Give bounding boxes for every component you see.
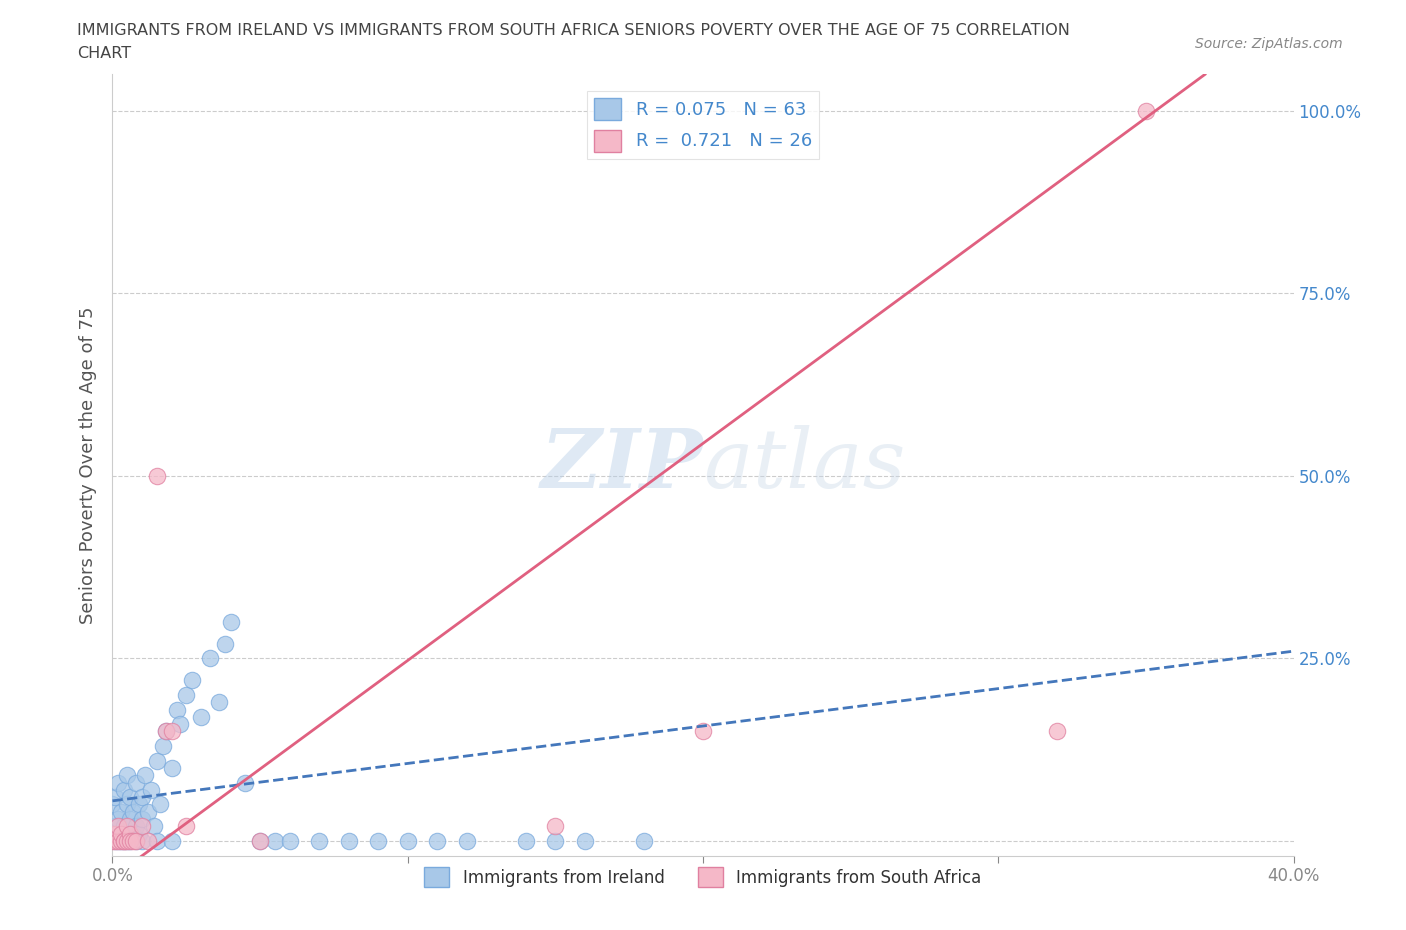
- Point: [112, 833, 135, 848]
- Point: [128, 826, 150, 841]
- Point: [426, 833, 449, 848]
- Point: [131, 790, 153, 804]
- Point: [101, 833, 124, 848]
- Point: [112, 782, 135, 797]
- Point: [104, 819, 127, 834]
- Point: [249, 833, 271, 848]
- Text: atlas: atlas: [703, 425, 905, 505]
- Point: [160, 724, 183, 739]
- Point: [117, 819, 138, 834]
- Point: [131, 812, 153, 827]
- Y-axis label: Seniors Poverty Over the Age of 75: Seniors Poverty Over the Age of 75: [79, 306, 97, 624]
- Point: [456, 833, 478, 848]
- Point: [112, 833, 135, 848]
- Point: [174, 687, 197, 702]
- Point: [117, 797, 138, 812]
- Point: [110, 826, 132, 841]
- Point: [160, 833, 183, 848]
- Point: [120, 833, 142, 848]
- Point: [181, 673, 204, 688]
- Point: [107, 833, 129, 848]
- Point: [120, 833, 142, 848]
- Point: [149, 797, 172, 812]
- Point: [166, 702, 188, 717]
- Point: [692, 724, 714, 739]
- Point: [515, 833, 537, 848]
- Point: [278, 833, 301, 848]
- Point: [146, 833, 169, 848]
- Point: [107, 819, 129, 834]
- Point: [125, 775, 148, 790]
- Point: [219, 615, 242, 630]
- Point: [396, 833, 419, 848]
- Point: [633, 833, 655, 848]
- Point: [125, 833, 148, 848]
- Point: [110, 804, 132, 819]
- Point: [337, 833, 360, 848]
- Point: [208, 695, 231, 710]
- Point: [120, 790, 142, 804]
- Text: CHART: CHART: [77, 46, 131, 61]
- Point: [117, 833, 138, 848]
- Point: [142, 819, 165, 834]
- Point: [214, 636, 236, 651]
- Point: [544, 819, 567, 834]
- Point: [367, 833, 389, 848]
- Point: [1135, 103, 1157, 118]
- Point: [122, 833, 145, 848]
- Point: [107, 812, 129, 827]
- Point: [249, 833, 271, 848]
- Point: [117, 768, 138, 783]
- Point: [574, 833, 596, 848]
- Point: [169, 717, 191, 732]
- Point: [146, 753, 169, 768]
- Point: [125, 833, 148, 848]
- Point: [120, 812, 142, 827]
- Point: [139, 782, 162, 797]
- Point: [104, 833, 127, 848]
- Point: [125, 819, 148, 834]
- Point: [110, 833, 132, 848]
- Point: [110, 833, 132, 848]
- Text: ZIP: ZIP: [540, 425, 703, 505]
- Point: [104, 826, 127, 841]
- Point: [131, 819, 153, 834]
- Point: [136, 804, 159, 819]
- Point: [134, 768, 156, 783]
- Point: [122, 826, 145, 841]
- Point: [122, 804, 145, 819]
- Point: [264, 833, 287, 848]
- Point: [107, 833, 129, 848]
- Point: [146, 469, 169, 484]
- Point: [101, 797, 124, 812]
- Point: [198, 651, 221, 666]
- Point: [174, 819, 197, 834]
- Point: [112, 833, 135, 848]
- Point: [155, 724, 177, 739]
- Point: [120, 826, 142, 841]
- Point: [107, 775, 129, 790]
- Point: [308, 833, 330, 848]
- Point: [128, 797, 150, 812]
- Point: [131, 833, 153, 848]
- Text: Source: ZipAtlas.com: Source: ZipAtlas.com: [1195, 37, 1343, 51]
- Point: [544, 833, 567, 848]
- Point: [190, 710, 212, 724]
- Point: [104, 790, 127, 804]
- Point: [112, 819, 135, 834]
- Point: [152, 738, 174, 753]
- Point: [1046, 724, 1069, 739]
- Point: [117, 833, 138, 848]
- Point: [110, 826, 132, 841]
- Text: IMMIGRANTS FROM IRELAND VS IMMIGRANTS FROM SOUTH AFRICA SENIORS POVERTY OVER THE: IMMIGRANTS FROM IRELAND VS IMMIGRANTS FR…: [77, 23, 1070, 38]
- Point: [160, 761, 183, 776]
- Point: [136, 833, 159, 848]
- Point: [104, 833, 127, 848]
- Legend: Immigrants from Ireland, Immigrants from South Africa: Immigrants from Ireland, Immigrants from…: [418, 860, 988, 894]
- Point: [233, 775, 256, 790]
- Point: [155, 724, 177, 739]
